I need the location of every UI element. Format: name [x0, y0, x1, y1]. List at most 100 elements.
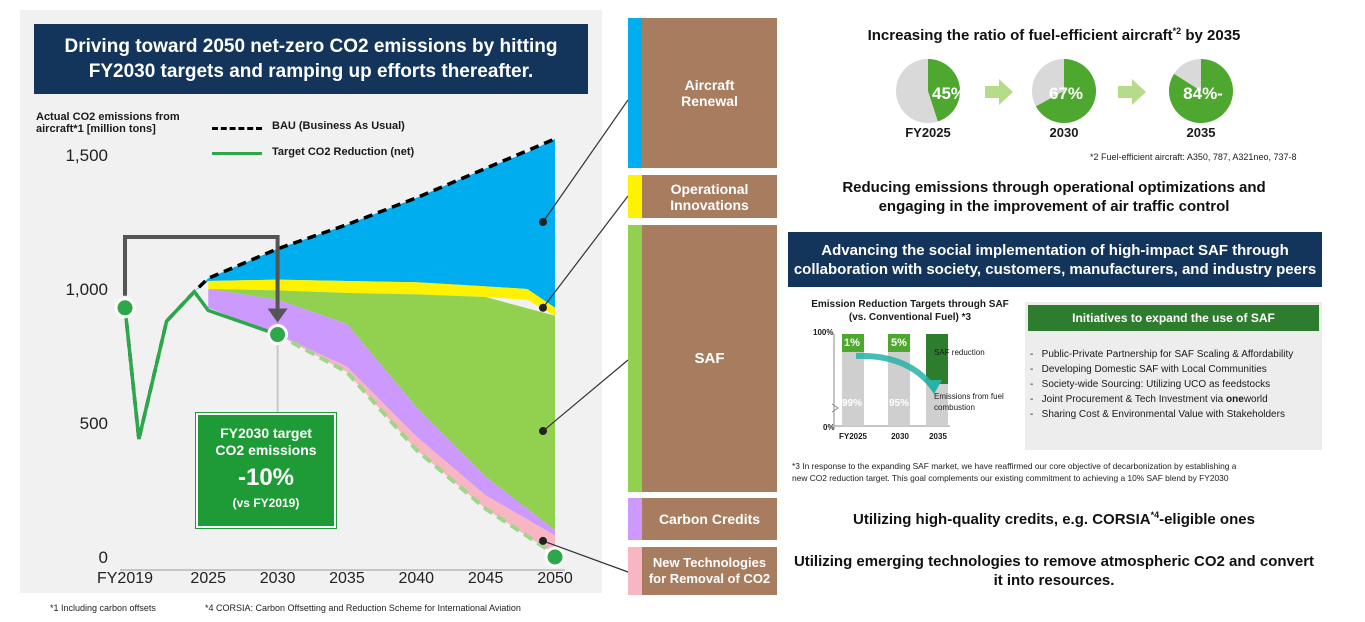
x-tick-label: 2045 [468, 570, 504, 587]
pie-slice-fuel-efficient [1035, 59, 1096, 123]
carbon-body [780, 498, 1328, 540]
operational-stripe [628, 175, 642, 218]
operational-label: Operational Innovations [642, 175, 777, 218]
connector-dot [539, 218, 547, 226]
connector-dot [539, 303, 547, 312]
wedge-saf [208, 289, 555, 531]
saf-xlabel-2035: 2035 [929, 432, 947, 441]
operational-headline: Reducing emissions through operational o… [842, 179, 1266, 215]
newtech-stripe [628, 547, 642, 595]
saf-trend-arrow-head [924, 380, 942, 394]
target-line [123, 288, 279, 440]
x-tick-label: 2030 [260, 570, 296, 587]
pie-label-2030: 2030 [1049, 125, 1079, 140]
pie-2030 [1031, 58, 1097, 129]
initiative-item: - Public-Private Partnership for SAF Sca… [1030, 349, 1294, 360]
saf-chart-title: Emission Reduction Targets through SAF (… [811, 299, 1009, 323]
target-marker [267, 324, 289, 346]
newtech-body [780, 547, 1328, 595]
wedge-operational-innovations [208, 279, 555, 316]
fy2030-target-box: FY2030 target CO2 emissions -10% (vs FY2… [196, 413, 336, 528]
saf-bar-top-2030: 5% [891, 337, 907, 349]
carbon-headline: Utilizing high-quality credits, e.g. COR… [853, 510, 1255, 528]
saf-trend-arrow [855, 352, 935, 388]
bracket-arrow-head [267, 308, 288, 323]
carbon-stripe [628, 498, 642, 540]
aircraft-renewal-label: Aircraft Renewal [642, 18, 777, 168]
saf-bar-green-2030 [888, 334, 910, 352]
initiative-item: - Society-wide Sourcing: Utilizing UCO a… [1030, 379, 1271, 390]
saf-bar-green-2035 [926, 334, 948, 384]
initiative-item: - Sharing Cost & Environmental Value wit… [1030, 409, 1285, 420]
saf-bar-top-fy2025: 1% [844, 337, 860, 349]
newtech-label: New Technologies for Removal of CO2 [642, 547, 777, 595]
pie-pct-2030: 67% [1048, 84, 1084, 103]
wedge-aircraft-renewal [194, 138, 555, 308]
legend-bau-label: BAU (Business As Usual) [272, 120, 405, 132]
saf-y100: 100% [813, 328, 834, 337]
x-tick-label: 2040 [398, 570, 434, 587]
saf-banner: Advancing the social implementation of h… [788, 232, 1322, 287]
saf-bar-bottom-fy2025: 99% [841, 398, 862, 409]
y-tick-label: 500 [80, 414, 108, 433]
bau-line [123, 137, 556, 440]
legend-target-label: Target CO2 Reduction (net) [272, 146, 415, 158]
saf-stripe [628, 225, 642, 492]
pie-pct-fy2025: 45% [931, 84, 967, 103]
pie-pct-2035: 84%- [1183, 84, 1223, 103]
legend-bau-swatch [212, 127, 262, 130]
saf-reduction-label: SAF reduction [934, 348, 985, 357]
aircraft-renewal-stripe [628, 18, 642, 168]
y-tick-label: 0 [99, 548, 108, 567]
saf-label: SAF [642, 225, 777, 492]
saf-bar-bottom-2030: 95% [888, 398, 909, 409]
pie-slice-fuel-efficient [928, 59, 960, 122]
wedge-new-technologies-for-removal-of-co2 [277, 334, 555, 555]
wedge-carbon-credits [208, 289, 555, 536]
operational-body [780, 175, 1328, 218]
initiatives-heading: Initiatives to expand the use of SAF [1028, 305, 1319, 331]
fuel-efficient-note: *2 Fuel-efficient aircraft: A350, 787, A… [1090, 152, 1297, 162]
pie-label-fy2025: FY2025 [905, 125, 951, 140]
arrow-icon [1118, 79, 1146, 105]
headline-line-1: Driving toward 2050 net-zero CO2 emissio… [64, 36, 558, 57]
saf-y0: 0% [823, 423, 835, 432]
legend-target-swatch [212, 152, 262, 155]
saf-xlabel-fy2025: FY2025 [838, 432, 868, 441]
y-axis-label: Actual CO2 emissions from aircraft*1 [mi… [36, 111, 180, 135]
pie-slice-fuel-efficient [1169, 59, 1233, 123]
arrow-icon [985, 79, 1013, 105]
saf-bar-chart [831, 334, 950, 427]
connector-line [542, 359, 629, 432]
aircraft-renewal-headline: Increasing the ratio of fuel-efficient a… [867, 26, 1241, 44]
footnote-1: *1 Including carbon offsets [50, 603, 156, 613]
carbon-label: Carbon Credits [642, 498, 777, 540]
target-marker [544, 546, 566, 568]
headline-line-2: FY2030 targets and ramping up efforts th… [88, 61, 534, 82]
pie-fy2025 [895, 58, 961, 129]
y-tick-label: 1,000 [65, 280, 108, 299]
initiatives-list: - Public-Private Partnership for SAF Sca… [1030, 347, 1325, 422]
newtech-headline: Utilizing emerging technologies to remov… [793, 553, 1315, 589]
pie-label-2035: 2035 [1186, 125, 1216, 140]
connector-line [542, 99, 629, 223]
x-tick-label: 2025 [190, 570, 226, 587]
saf-bar-green-fy2025 [842, 334, 864, 352]
initiative-item: - Developing Domestic SAF with Local Com… [1030, 364, 1267, 375]
pie-2035 [1168, 58, 1234, 129]
connector-dot [539, 536, 547, 545]
target-marker [114, 297, 136, 319]
connector-dot [539, 427, 547, 436]
fy2019-to-fy2030-bracket [123, 235, 280, 313]
footnote-4: *4 CORSIA: Carbon Offsetting and Reducti… [205, 603, 521, 613]
emissions-label: Emissions from fuel combustion [934, 392, 1004, 412]
saf-bar-2030 [888, 334, 910, 426]
connector-line [542, 540, 629, 573]
y-tick-label: 1,500 [65, 146, 108, 165]
initiative-item: - Joint Procurement & Tech Investment vi… [1030, 394, 1268, 405]
connector-line [542, 195, 629, 309]
x-tick-label: FY2019 [97, 570, 153, 587]
target-projection-line [276, 332, 557, 556]
chart-headline: Driving toward 2050 net-zero CO2 emissio… [34, 24, 588, 94]
